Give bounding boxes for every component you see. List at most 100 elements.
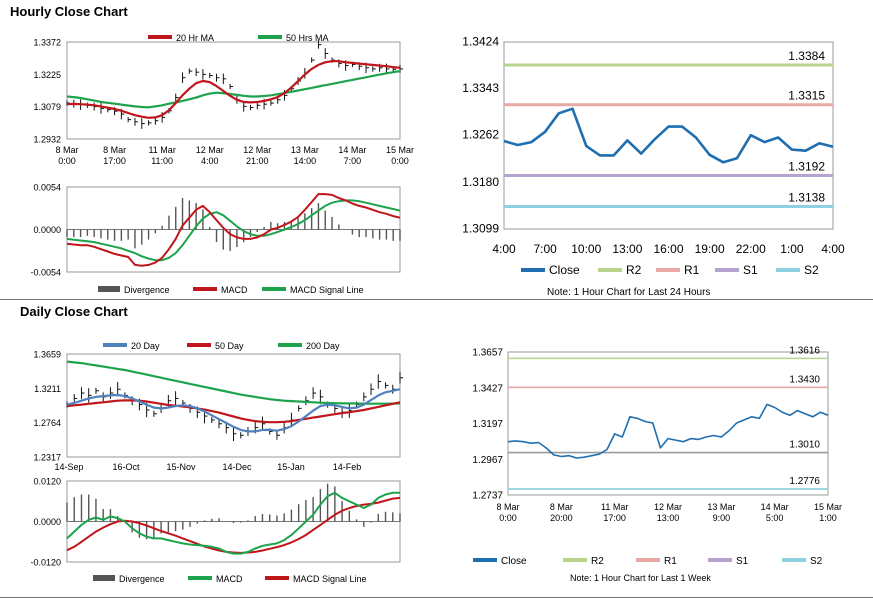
daily-pivot-x-tick: 20:00 — [550, 513, 573, 523]
hourly-pivot-legend-close-label: Close — [549, 263, 580, 277]
daily-price-y-tick: 1.2317 — [33, 453, 61, 463]
daily-macd-legend-macd-label: MACD — [216, 574, 243, 584]
daily-macd-legend-divergence-swatch — [93, 575, 115, 581]
hourly-pivot-x-tick: 4:00 — [821, 242, 845, 256]
hourly-pivot-level-label: 1.3384 — [788, 49, 825, 63]
daily-pivot-level-label: 1.3010 — [789, 440, 820, 451]
hourly-price-y-tick: 1.2932 — [33, 135, 61, 145]
daily-pivot-legend-close-label: Close — [501, 556, 527, 567]
daily-pivot-legend-r2-label: R2 — [591, 556, 604, 567]
daily-macd-green-line — [66, 491, 400, 555]
daily-price-y-tick: 1.3659 — [33, 350, 61, 360]
daily-price-x-tick: 15-Nov — [166, 462, 196, 472]
daily-pivot-x-tick: 12 Mar — [654, 502, 682, 512]
daily-pivot-y-tick: 1.3657 — [472, 348, 503, 359]
hourly-price-x-tick: 0:00 — [391, 156, 409, 166]
daily-pivot-y-tick: 1.3427 — [472, 383, 503, 394]
hourly-pivot-x-tick: 13:00 — [612, 242, 642, 256]
daily-section-title: Daily Close Chart — [20, 304, 128, 319]
hourly-price-x-tick: 14:00 — [294, 156, 317, 166]
hourly-macd-y-tick: 0.0000 — [33, 225, 61, 235]
daily-note: Note: 1 Hour Chart for Last 1 Week — [570, 573, 711, 583]
daily-pivot-close-line — [507, 403, 829, 459]
daily-price-y-tick: 1.3211 — [34, 384, 61, 394]
hourly-pivot-legend-s1-label: S1 — [743, 263, 758, 277]
hourly-pivot-frame — [503, 41, 834, 230]
daily-macd-red-line — [66, 496, 401, 554]
hourly-price-x-tick: 14 Mar — [338, 145, 366, 155]
daily-pivot-x-tick: 1:00 — [819, 513, 837, 523]
hourly-pivot-y-tick: 1.3424 — [462, 35, 499, 49]
daily-legend-50day-label: 50 Day — [215, 341, 244, 351]
hourly-price-y-tick: 1.3079 — [33, 102, 61, 112]
hourly-20hr-ma-line — [66, 60, 401, 119]
daily-price-x-tick: 15-Jan — [277, 462, 305, 472]
hourly-price-y-tick: 1.3372 — [33, 38, 61, 48]
daily-macd-y-tick: -0.0120 — [30, 558, 61, 568]
daily-price-y-tick: 1.2764 — [33, 418, 61, 428]
hourly-pivot-level-label: 1.3138 — [788, 191, 825, 205]
daily-pivot-x-tick: 8 Mar — [550, 502, 573, 512]
hourly-price-x-tick: 7:00 — [344, 156, 362, 166]
daily-legend-200day-label: 200 Day — [306, 341, 340, 351]
daily-pivot-x-tick: 14 Mar — [761, 502, 789, 512]
hourly-price-x-tick: 12 Mar — [243, 145, 271, 155]
daily-pivot-x-tick: 5:00 — [766, 513, 784, 523]
daily-pivot-legend-r1-label: R1 — [664, 556, 677, 567]
daily-price-x-tick: 14-Feb — [333, 462, 362, 472]
hourly-pivot-x-tick: 16:00 — [653, 242, 683, 256]
daily-pivot-level-label: 1.3430 — [789, 374, 820, 385]
hourly-pivot-legend-r1-label: R1 — [684, 263, 700, 277]
hourly-pivot-x-tick: 10:00 — [571, 242, 601, 256]
hourly-pivot-y-tick: 1.3343 — [462, 81, 499, 95]
daily-pivot-legend-s2-label: S2 — [810, 556, 823, 567]
daily-pivot-x-tick: 15 Mar — [814, 502, 842, 512]
hourly-legend-20hr-label: 20 Hr MA — [176, 33, 214, 43]
daily-macd-y-tick: 0.0000 — [33, 517, 61, 527]
hourly-pivot-level-label: 1.3192 — [788, 159, 825, 173]
hourly-pivot-y-tick: 1.3099 — [462, 222, 499, 236]
hourly-pivot-x-tick: 4:00 — [492, 242, 516, 256]
hourly-note: Note: 1 Hour Chart for Last 24 Hours — [547, 287, 711, 298]
hourly-macd-legend-divergence-swatch — [98, 286, 120, 292]
daily-macd-legend-divergence-label: Divergence — [119, 574, 165, 584]
daily-price-x-tick: 16-Oct — [112, 462, 140, 472]
daily-pivot-x-tick: 11 Mar — [601, 502, 628, 512]
hourly-price-x-tick: 0:00 — [58, 156, 76, 166]
hourly-pivot-close-line — [503, 107, 834, 164]
hourly-pivot-level-label: 1.3315 — [788, 89, 825, 103]
daily-50day-line — [66, 399, 401, 424]
hourly-price-x-tick: 8 Mar — [55, 145, 78, 155]
daily-pivot-x-tick: 9:00 — [713, 513, 731, 523]
daily-pivot-y-tick: 1.2967 — [472, 455, 503, 466]
daily-200day-line — [66, 360, 401, 405]
daily-pivot-x-tick: 13 Mar — [707, 502, 735, 512]
hourly-pivot-x-tick: 19:00 — [695, 242, 725, 256]
hourly-price-x-tick: 21:00 — [246, 156, 269, 166]
hourly-price-x-tick: 17:00 — [103, 156, 126, 166]
daily-pivot-legend-s1-label: S1 — [736, 556, 749, 567]
daily-pivot-level-label: 1.2776 — [789, 476, 820, 487]
hourly-pivot-x-tick: 1:00 — [780, 242, 804, 256]
hourly-macd-y-tick: 0.0054 — [33, 183, 61, 193]
daily-macd-legend-signal-label: MACD Signal Line — [293, 574, 367, 584]
hourly-price-x-tick: 15 Mar — [386, 145, 414, 155]
daily-pivot-frame — [507, 351, 829, 496]
hourly-macd-red-line — [66, 193, 401, 267]
daily-legend-20day-label: 20 Day — [131, 341, 160, 351]
hourly-price-x-tick: 4:00 — [201, 156, 219, 166]
hourly-pivot-legend-s2-label: S2 — [804, 263, 819, 277]
daily-pivot-y-tick: 1.2737 — [472, 491, 503, 502]
daily-pivot-x-tick: 13:00 — [657, 513, 680, 523]
daily-price-x-tick: 14-Dec — [222, 462, 252, 472]
section-divider — [0, 299, 873, 300]
hourly-macd-y-tick: -0.0054 — [30, 268, 61, 278]
bottom-border — [0, 597, 873, 598]
daily-pivot-x-tick: 17:00 — [603, 513, 626, 523]
hourly-pivot-x-tick: 7:00 — [533, 242, 557, 256]
hourly-50hr-ma-line — [66, 70, 401, 109]
hourly-pivot-x-tick: 22:00 — [736, 242, 766, 256]
hourly-price-x-tick: 8 Mar — [103, 145, 126, 155]
hourly-macd-legend-signal-label: MACD Signal Line — [290, 285, 364, 295]
hourly-price-x-tick: 12 Mar — [196, 145, 224, 155]
